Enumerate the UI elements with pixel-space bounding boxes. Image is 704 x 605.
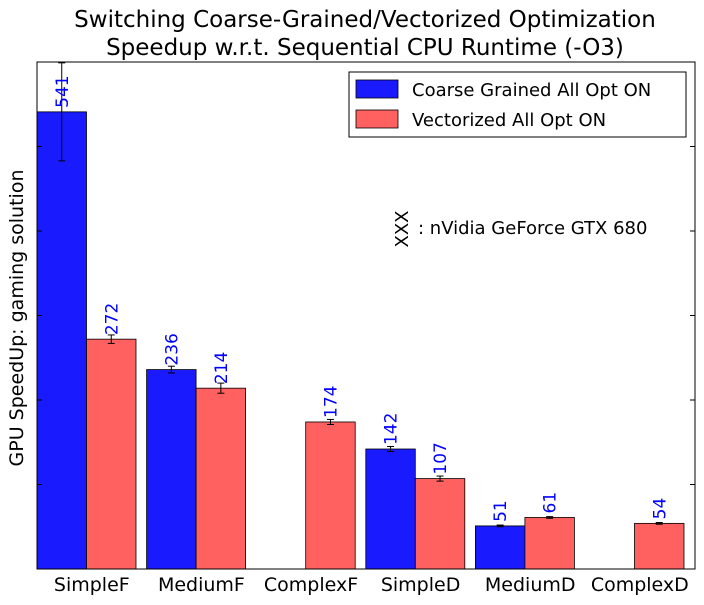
legend-label-coarse: Coarse Grained All Opt ON [412, 80, 651, 101]
y-axis-label: GPU SpeedUp: gaming solution [6, 170, 28, 467]
legend-swatch-vectorized [355, 109, 399, 129]
bar-SimpleF-s0 [36, 111, 87, 570]
bar-MediumF-s0 [146, 369, 197, 570]
axis-ticks-layer: SimpleF MediumF ComplexF SimpleD MediumD Comp… [37, 146, 695, 596]
chart-title: Switching Coarse-Grained/Vectorized Opti… [74, 7, 656, 33]
x-tick-label-ComplexF: ComplexF [264, 574, 358, 596]
bar-MediumD-s0 [474, 525, 526, 570]
bars-layer [36, 111, 685, 570]
bar-SimpleD-s0 [365, 448, 416, 570]
bar-SimpleF-s1 [86, 338, 137, 570]
bar-ComplexF-s1 [305, 421, 356, 570]
error-bars-layer [58, 62, 663, 528]
data-labels-layer: 541 272 236 214 174 142 107 51 61 54 [53, 75, 671, 522]
data-label-ComplexD-s1: 54 [650, 498, 670, 520]
x-tick-label-SimpleF: SimpleF [54, 574, 130, 596]
x-tick-label-SimpleD: SimpleD [381, 574, 461, 596]
plot-frame [36, 61, 696, 570]
data-label-SimpleF-s0: 541 [53, 75, 73, 107]
legend: Coarse Grained All Opt ON Vectorized All… [348, 71, 687, 138]
bar-ComplexD-s1 [634, 522, 685, 570]
data-label-MediumD-s0: 51 [491, 500, 511, 522]
data-label-MediumF-s0: 236 [162, 333, 182, 365]
x-tick-label-MediumD: MediumD [485, 574, 576, 596]
data-label-MediumF-s1: 214 [212, 352, 232, 384]
data-label-SimpleF-s1: 272 [102, 303, 122, 335]
data-label-MediumD-s1: 61 [541, 492, 561, 514]
legend-swatch-coarse [355, 79, 399, 99]
bar-MediumD-s1 [524, 517, 575, 570]
bar-SimpleD-s1 [414, 478, 466, 570]
chart-subtitle: Speedup w.r.t. Sequential CPU Runtime (-… [106, 35, 624, 61]
x-tick-label-ComplexD: ComplexD [591, 574, 689, 596]
legend-box [348, 71, 687, 138]
data-label-SimpleD-s0: 142 [382, 413, 402, 445]
annotation-marker: XXX [392, 211, 413, 248]
legend-label-vectorized: Vectorized All Opt ON [412, 110, 606, 131]
bar-MediumF-s1 [195, 387, 247, 570]
annotation-text: : nVidia GeForce GTX 680 [418, 218, 647, 239]
x-tick-label-MediumF: MediumF [158, 574, 245, 596]
data-label-ComplexF-s1: 174 [321, 386, 341, 418]
data-label-SimpleD-s1: 107 [431, 442, 451, 474]
